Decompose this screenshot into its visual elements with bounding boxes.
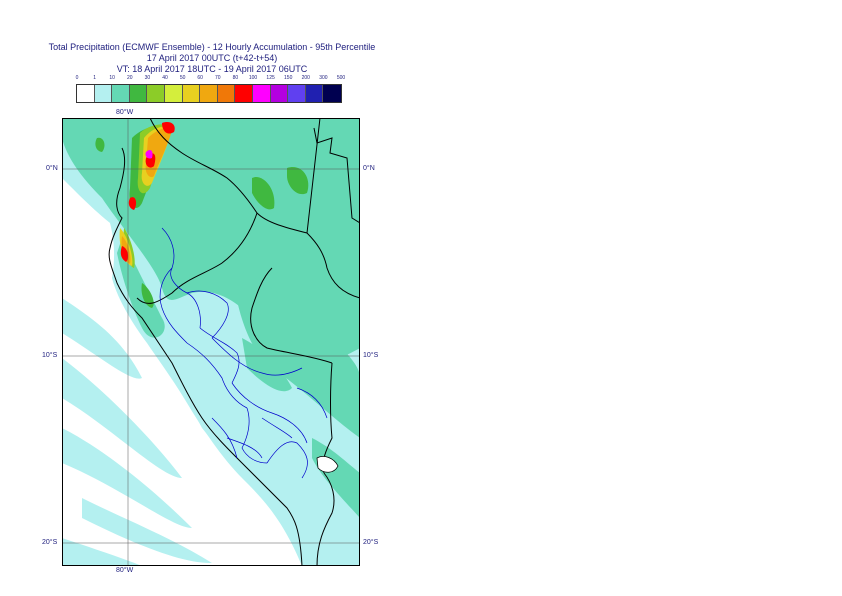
legend-threshold-label: 0 — [75, 75, 79, 81]
legend-threshold-label: 40 — [162, 75, 168, 81]
lat-label-left-0: 0°N — [46, 165, 58, 172]
legend-swatch — [288, 85, 306, 102]
legend-threshold-label: 70 — [215, 75, 221, 81]
lat-label-right-0: 0°N — [363, 165, 375, 172]
title-line-3: VT: 18 April 2017 18UTC - 19 April 2017 … — [116, 64, 308, 74]
lake-titicaca — [316, 456, 339, 473]
lat-label-right-20: 20°S — [363, 539, 379, 546]
legend-threshold-label: 30 — [144, 75, 151, 81]
color-legend: 0 1 10 20 30 40 50 60 70 80 100 125 150 200 300 500 — [76, 75, 348, 103]
lat-label-right-10: 10°S — [363, 352, 379, 359]
legend-threshold-label: 125 — [266, 75, 275, 81]
legend-swatch — [182, 85, 201, 102]
legend-swatch — [252, 85, 271, 102]
legend-threshold-label: 300 — [319, 75, 328, 81]
legend-swatch — [94, 85, 113, 102]
lat-label-left-20: 20°S — [42, 539, 58, 546]
legend-swatch — [200, 85, 218, 102]
rain-magenta-areas — [145, 150, 153, 159]
legend-swatch — [323, 85, 341, 102]
lat-label-left-10: 10°S — [42, 352, 58, 359]
legend-swatch — [235, 85, 253, 102]
legend-threshold-label: 50 — [179, 75, 186, 81]
map-frame — [62, 118, 360, 566]
legend-swatch — [77, 85, 95, 102]
legend-threshold-label: 10 — [109, 75, 115, 81]
map-title: Total Precipitation (ECMWF Ensemble) - 1… — [0, 42, 424, 75]
title-line-1: Total Precipitation (ECMWF Ensemble) - 1… — [48, 42, 376, 52]
lon-label-bottom: 80°W — [116, 567, 134, 574]
legend-swatch — [305, 85, 324, 102]
legend-swatch — [147, 85, 165, 102]
lon-label-top: 80°W — [116, 109, 134, 116]
legend-threshold-label: 200 — [301, 75, 310, 81]
legend-swatch — [129, 85, 148, 102]
admin-boundaries — [159, 227, 328, 479]
legend-threshold-label: 150 — [284, 75, 293, 81]
title-line-2: 17 April 2017 00UTC (t+42-t+54) — [146, 53, 278, 63]
legend-swatch — [164, 85, 183, 102]
legend-swatch — [217, 85, 236, 102]
legend-threshold-label: 80 — [232, 75, 239, 81]
legend-threshold-label: 1 — [93, 75, 96, 81]
legend-threshold-label: 20 — [127, 75, 133, 81]
legend-bar — [76, 84, 342, 103]
legend-labels: 0 1 10 20 30 40 50 60 70 80 100 125 150 200 300 500 — [76, 75, 348, 83]
legend-threshold-label: 100 — [248, 75, 258, 81]
legend-swatch — [112, 85, 130, 102]
precipitation-map — [62, 118, 360, 566]
legend-threshold-label: 60 — [197, 75, 203, 81]
legend-threshold-label: 500 — [336, 75, 346, 81]
legend-swatch — [270, 85, 289, 102]
ocean-bands — [62, 298, 212, 566]
country-borders — [108, 118, 360, 566]
